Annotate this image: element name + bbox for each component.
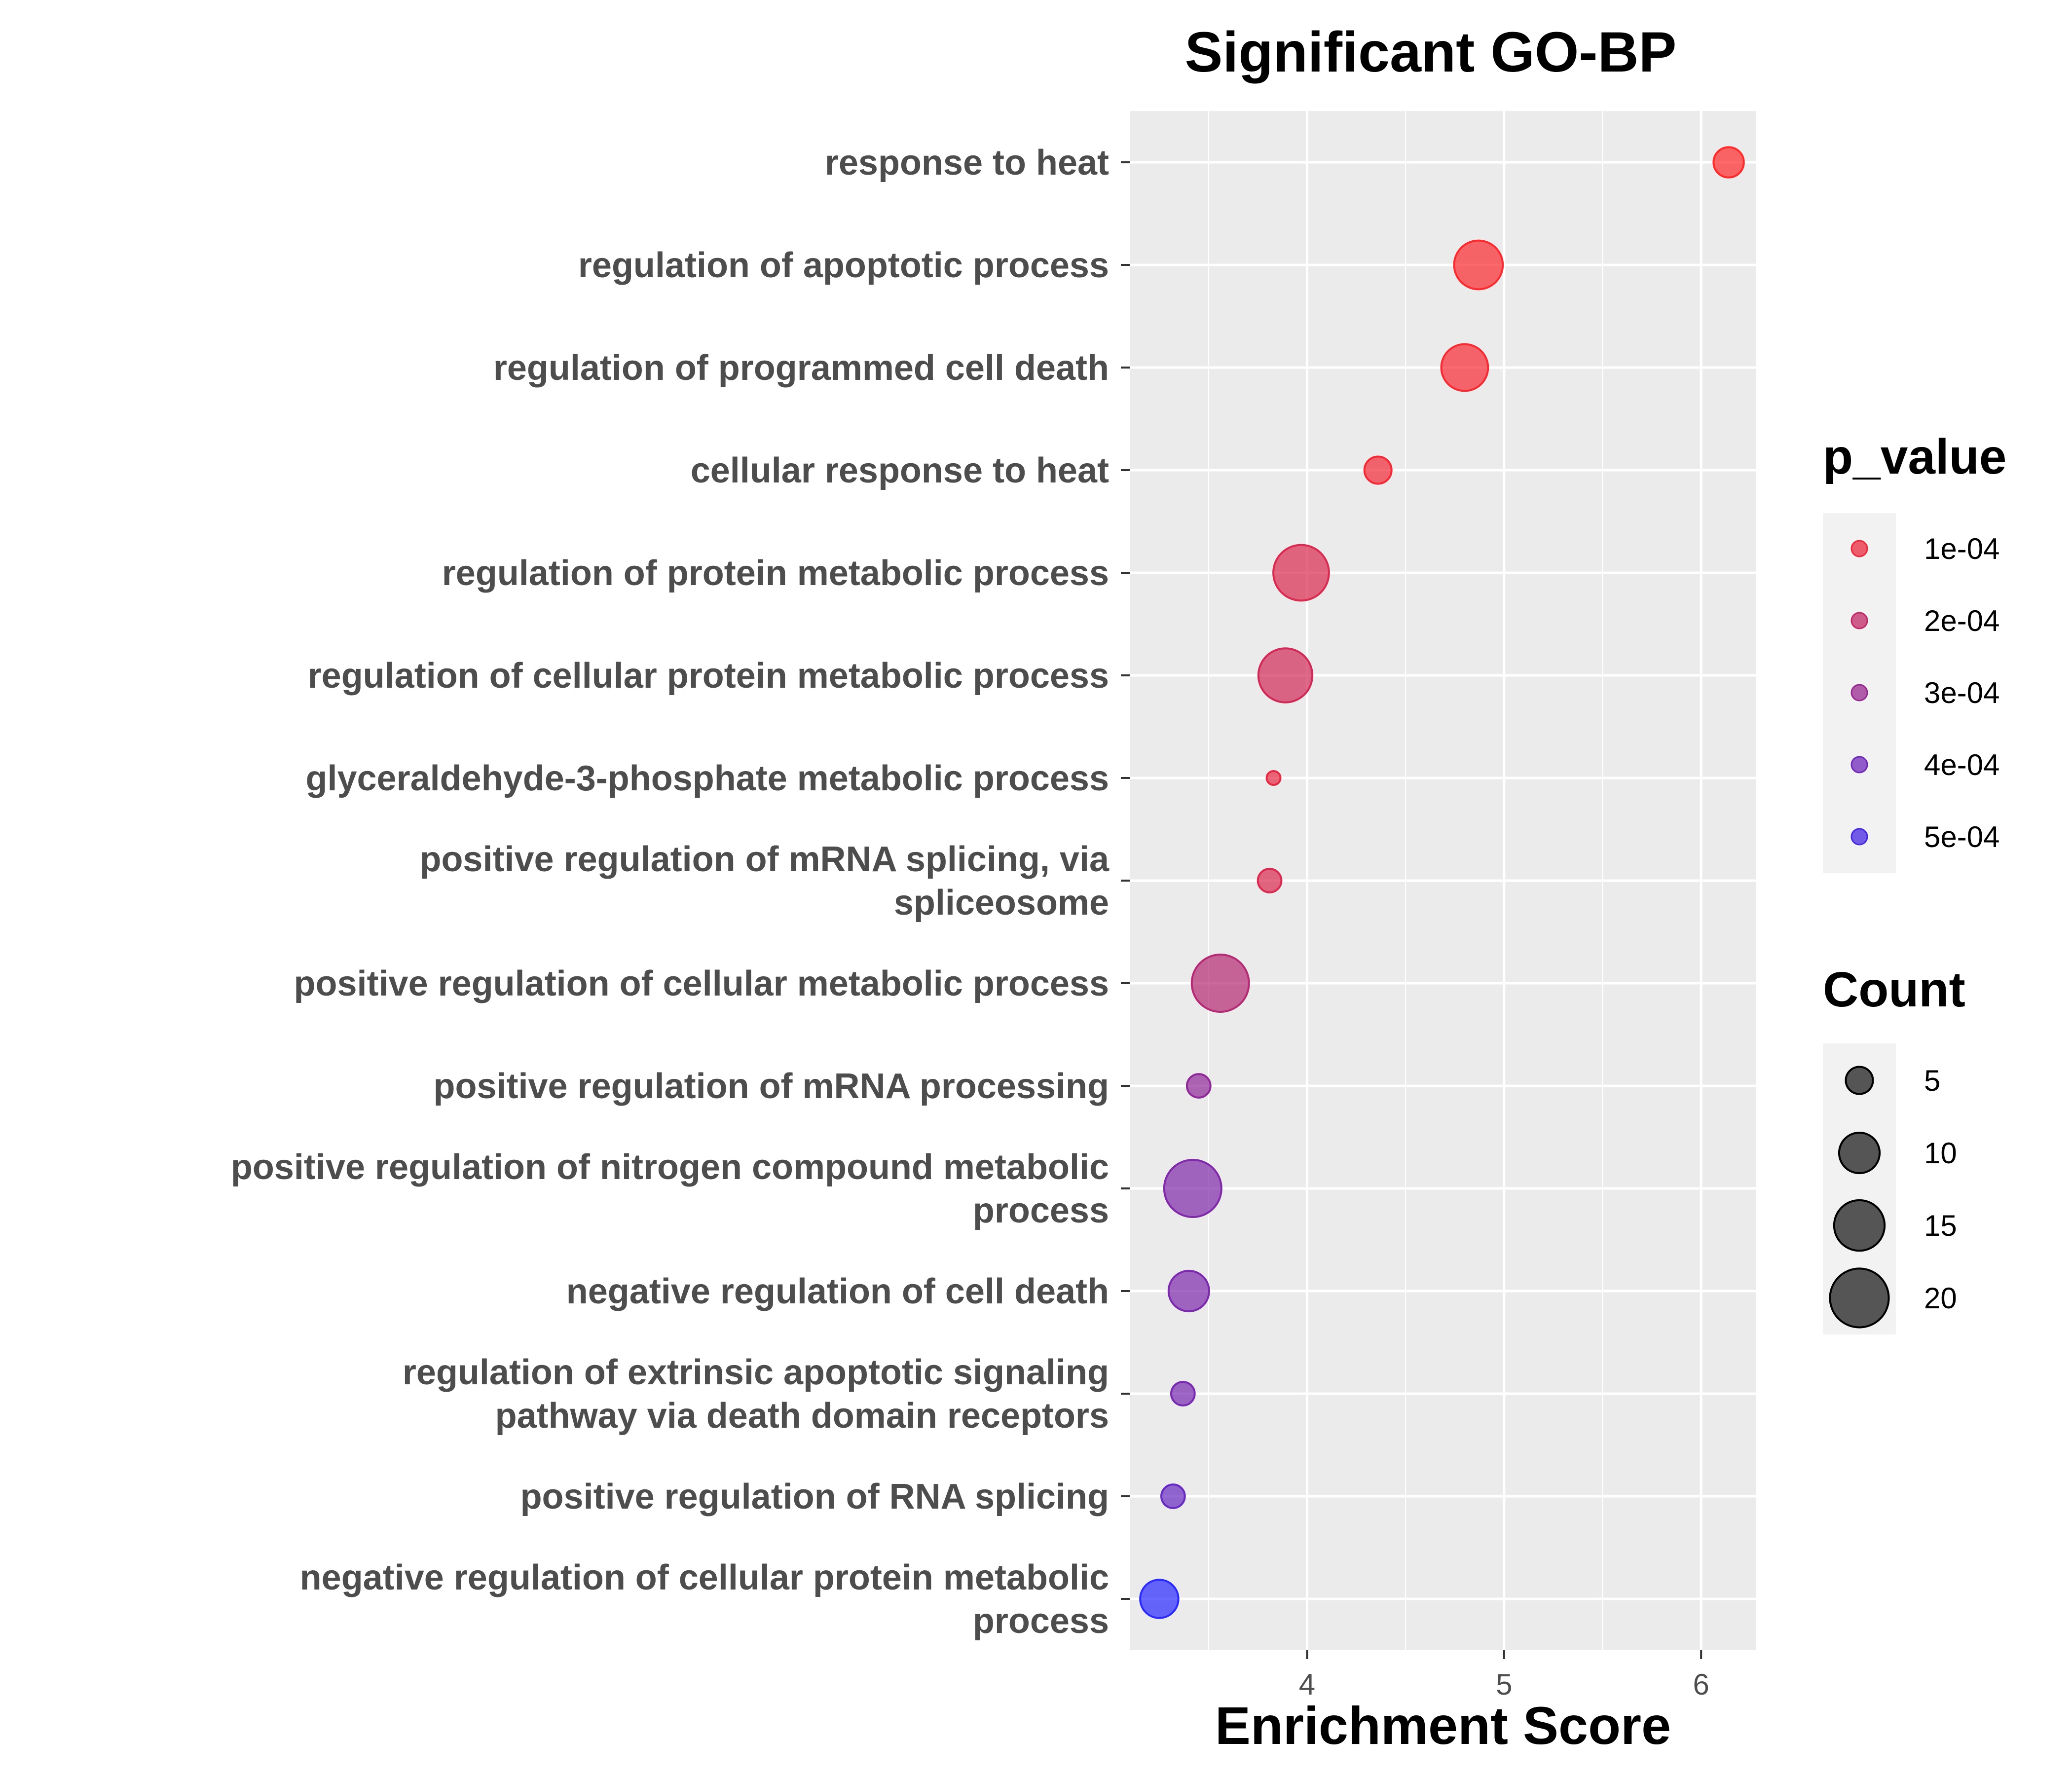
y-tick-label: negative regulation of cellular protein … bbox=[300, 1558, 1109, 1597]
x-tick-label: 6 bbox=[1693, 1668, 1709, 1701]
count-legend-label: 15 bbox=[1924, 1209, 1957, 1242]
count-legend-key bbox=[1845, 1066, 1874, 1095]
y-tick-label: positive regulation of mRNA processing bbox=[433, 1067, 1109, 1106]
count-legend-label: 20 bbox=[1924, 1282, 1957, 1315]
data-point bbox=[1170, 1381, 1196, 1406]
p-value-legend-title: p_value bbox=[1823, 429, 2006, 484]
y-tick-label: response to heat bbox=[825, 143, 1109, 183]
data-point bbox=[1440, 343, 1489, 392]
count-legend-label: 10 bbox=[1924, 1137, 1957, 1170]
data-point bbox=[1453, 239, 1504, 291]
y-tick-label: process bbox=[973, 1601, 1109, 1641]
data-point bbox=[1712, 146, 1745, 179]
p-value-legend-key bbox=[1850, 612, 1868, 629]
p-value-legend-label: 2e-04 bbox=[1924, 604, 1999, 637]
y-tick-label: regulation of protein metabolic process bbox=[442, 554, 1109, 593]
p-value-legend-label: 3e-04 bbox=[1924, 676, 1999, 709]
x-axis-ticks: 4 5 6 bbox=[1299, 1650, 1709, 1701]
p-value-legend-label: 5e-04 bbox=[1924, 820, 1999, 853]
y-tick-label: pathway via death domain receptors bbox=[495, 1396, 1109, 1436]
chart-title: Significant GO-BP bbox=[1185, 21, 1677, 84]
y-tick-label: spliceosome bbox=[894, 883, 1109, 923]
count-legend-label: 5 bbox=[1924, 1064, 1940, 1097]
y-tick-label: negative regulation of cell death bbox=[566, 1272, 1109, 1311]
x-tick-label: 5 bbox=[1496, 1668, 1512, 1701]
count-legend-key bbox=[1833, 1199, 1886, 1252]
data-point bbox=[1190, 954, 1250, 1013]
y-tick-label: regulation of programmed cell death bbox=[493, 348, 1109, 388]
data-point bbox=[1265, 770, 1282, 786]
data-points bbox=[1139, 146, 1745, 1619]
y-tick-label: cellular response to heat bbox=[691, 451, 1109, 490]
x-tick-label: 4 bbox=[1299, 1668, 1315, 1701]
data-point bbox=[1163, 1159, 1222, 1218]
count-legend-key bbox=[1829, 1267, 1890, 1329]
count-legend: 5 10 15 20 bbox=[1829, 1064, 1957, 1329]
count-legend-key bbox=[1838, 1131, 1881, 1175]
grid-lines bbox=[1130, 111, 1756, 1650]
data-point bbox=[1160, 1483, 1186, 1509]
y-tick-label: glyceraldehyde-3-phosphate metabolic pro… bbox=[305, 759, 1109, 798]
p-value-legend-key bbox=[1850, 828, 1868, 846]
y-tick-label: positive regulation of RNA splicing bbox=[520, 1477, 1109, 1517]
data-point bbox=[1167, 1269, 1210, 1313]
p-value-legend-label: 4e-04 bbox=[1924, 748, 1999, 781]
y-tick-label: positive regulation of mRNA splicing, vi… bbox=[419, 840, 1109, 879]
data-point bbox=[1363, 455, 1393, 485]
y-tick-label: regulation of extrinsic apoptotic signal… bbox=[403, 1353, 1109, 1392]
y-tick-label: regulation of cellular protein metabolic… bbox=[308, 656, 1109, 696]
data-point bbox=[1257, 647, 1314, 703]
data-point bbox=[1185, 1073, 1212, 1099]
data-point bbox=[1272, 544, 1330, 602]
p-value-legend-key bbox=[1850, 756, 1868, 774]
p-value-legend-key bbox=[1850, 540, 1868, 557]
x-axis-title: Enrichment Score bbox=[1215, 1696, 1671, 1755]
y-axis-labels: response to heat regulation of apoptotic … bbox=[231, 143, 1110, 1641]
p-value-legend-label: 1e-04 bbox=[1924, 532, 1999, 565]
y-tick-label: positive regulation of cellular metaboli… bbox=[294, 964, 1109, 1003]
p-value-legend-key bbox=[1850, 684, 1868, 702]
y-tick-label: regulation of apoptotic process bbox=[578, 246, 1109, 285]
y-axis-ticks bbox=[1121, 161, 1130, 1600]
p-value-legend: 1e-04 2e-04 3e-04 4e-04 5e-04 bbox=[1850, 532, 1999, 853]
count-legend-title: Count bbox=[1823, 962, 1965, 1017]
y-tick-label: process bbox=[973, 1191, 1109, 1230]
data-point bbox=[1139, 1579, 1180, 1619]
data-point bbox=[1257, 868, 1283, 893]
y-tick-label: positive regulation of nitrogen compound… bbox=[231, 1147, 1109, 1187]
